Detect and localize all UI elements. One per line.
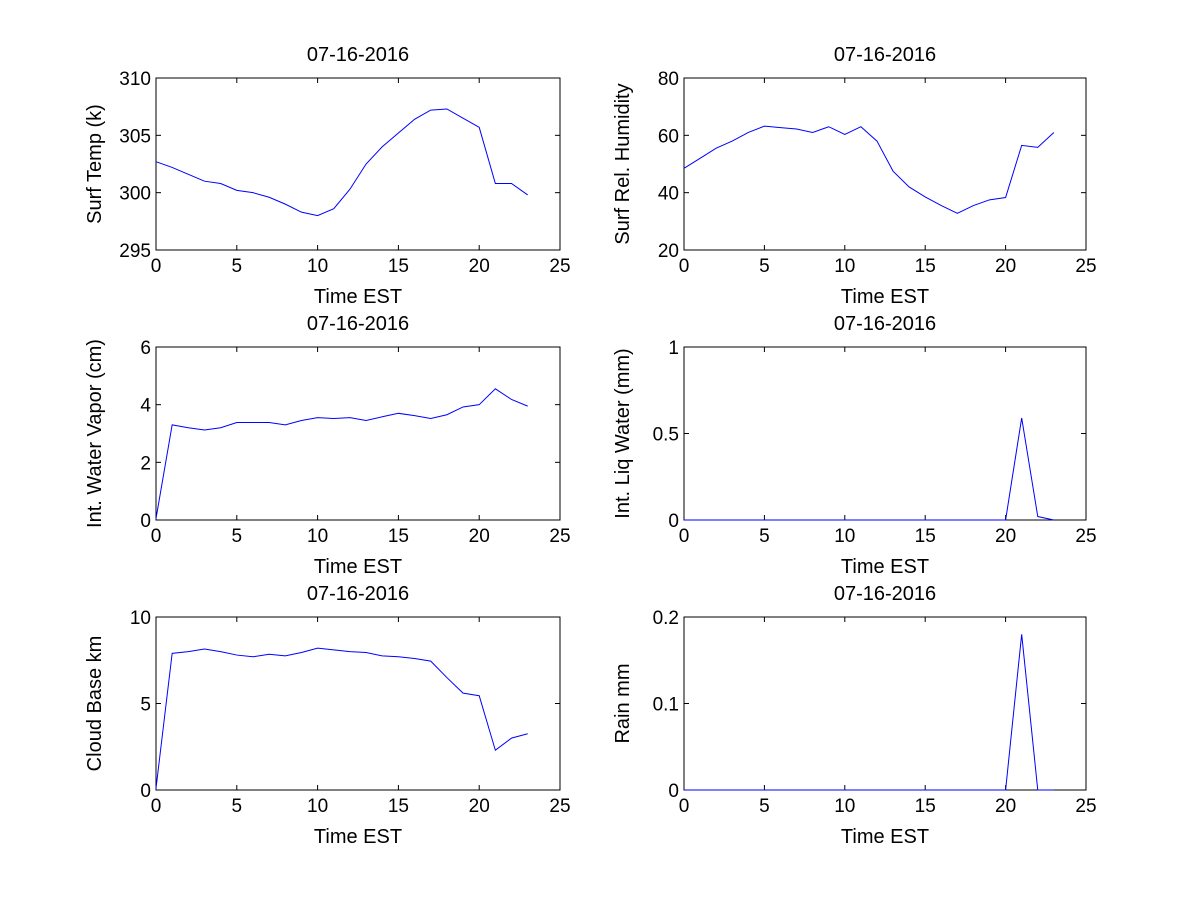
- x-tick-label: 20: [469, 526, 490, 547]
- series-line: [684, 634, 1054, 791]
- y-tick-label: 20: [658, 241, 679, 262]
- y-tick-label: 4: [140, 396, 151, 417]
- chart-title: 07-16-2016: [834, 313, 936, 335]
- x-tick-label: 25: [1075, 256, 1096, 277]
- x-tick-label: 20: [469, 256, 490, 277]
- chart-panel-6: 0 5 10 15 20 25 0 0.1 0.2 07-16-2016 Time EST Rain …: [612, 583, 1097, 848]
- chart-title: 07-16-2016: [307, 313, 409, 335]
- y-tick-label: 0: [668, 511, 679, 532]
- x-axis-label: Time EST: [314, 826, 402, 848]
- y-tick-label: 0: [140, 781, 151, 802]
- chart-title: 07-16-2016: [834, 44, 936, 66]
- x-axis-label: Time EST: [841, 286, 929, 308]
- x-tick-label: 15: [388, 256, 409, 277]
- chart-panel-2: 0 5 10 15 20 25 20 40 60 80 07-16-2016 Time EST Surf…: [612, 44, 1097, 308]
- y-tick-label: 295: [119, 241, 151, 262]
- y-axis-label: Surf Rel. Humidity: [612, 83, 634, 244]
- x-axis-label: Time EST: [314, 556, 402, 578]
- y-tick-label: 0.5: [653, 425, 679, 446]
- chart-panel-1: 0 5 10 15 20 25 295 300 305 310 07-16-2016 Time EST…: [84, 44, 571, 308]
- series-line: [684, 417, 1054, 521]
- x-tick-label: 5: [232, 526, 243, 547]
- y-tick-label: 305: [119, 126, 151, 147]
- x-tick-label: 10: [834, 256, 855, 277]
- y-tick-label: 40: [658, 184, 679, 205]
- x-tick-label: 0: [151, 526, 162, 547]
- y-tick-label: 1: [668, 338, 679, 359]
- plot-frame: [155, 77, 561, 251]
- x-tick-label: 20: [995, 796, 1016, 817]
- x-axis-label: Time EST: [314, 286, 402, 308]
- x-axis-label: Time EST: [841, 826, 929, 848]
- x-tick-label: 25: [549, 526, 570, 547]
- x-tick-label: 5: [232, 796, 243, 817]
- x-tick-label: 20: [995, 256, 1016, 277]
- y-axis-label: Int. Water Vapor (cm): [84, 339, 106, 528]
- x-tick-label: 0: [679, 796, 690, 817]
- plot-frame: [155, 346, 561, 521]
- plot-frame: [683, 616, 1087, 791]
- y-tick-label: 310: [119, 69, 151, 90]
- plot-frame: [155, 616, 561, 791]
- x-tick-label: 15: [388, 526, 409, 547]
- y-tick-label: 6: [140, 338, 151, 359]
- x-tick-label: 15: [915, 256, 936, 277]
- x-tick-label: 15: [915, 526, 936, 547]
- x-tick-label: 0: [679, 256, 690, 277]
- y-axis-label: Cloud Base km: [84, 636, 106, 772]
- x-tick-label: 10: [834, 796, 855, 817]
- y-tick-label: 60: [658, 126, 679, 147]
- x-tick-label: 10: [834, 526, 855, 547]
- chart-panel-4: 0 5 10 15 20 25 0 0.5 1 07-16-2016 Time EST Int. Li…: [612, 313, 1097, 578]
- series-line: [155, 108, 528, 217]
- x-tick-label: 0: [151, 256, 162, 277]
- x-tick-label: 0: [151, 796, 162, 817]
- plot-frame: [683, 77, 1087, 251]
- x-tick-label: 0: [679, 526, 690, 547]
- chart-title: 07-16-2016: [834, 583, 936, 605]
- x-tick-label: 20: [995, 526, 1016, 547]
- chart-panel-3: 0 5 10 15 20 25 0 2 4 6 07-16-2016 Time EST Int. Wat…: [84, 313, 571, 578]
- x-tick-label: 5: [759, 526, 770, 547]
- x-tick-label: 25: [1075, 796, 1096, 817]
- chart-title: 07-16-2016: [307, 583, 409, 605]
- y-tick-label: 80: [658, 69, 679, 90]
- x-tick-label: 20: [469, 796, 490, 817]
- x-tick-label: 5: [232, 256, 243, 277]
- y-axis-label: Surf Temp (k): [84, 104, 106, 224]
- y-tick-label: 300: [119, 184, 151, 205]
- y-tick-label: 0: [668, 781, 679, 802]
- x-axis-label: Time EST: [841, 556, 929, 578]
- series-line: [155, 388, 528, 519]
- y-tick-label: 0: [140, 511, 151, 532]
- y-tick-label: 2: [140, 453, 151, 474]
- y-tick-label: 5: [140, 695, 151, 716]
- y-tick-label: 0.2: [653, 608, 679, 629]
- x-tick-label: 25: [549, 256, 570, 277]
- chart-panel-5: 0 5 10 15 20 25 0 5 10 07-16-2016 Time EST Cloud Ba…: [84, 583, 571, 848]
- y-axis-label: Int. Liq Water (mm): [612, 348, 634, 518]
- y-tick-label: 10: [130, 608, 151, 629]
- x-tick-label: 5: [759, 256, 770, 277]
- plot-frame: [683, 346, 1087, 521]
- x-tick-label: 10: [307, 526, 328, 547]
- series-line: [683, 125, 1055, 214]
- y-axis-label: Rain mm: [612, 663, 634, 743]
- x-tick-label: 15: [388, 796, 409, 817]
- x-tick-label: 25: [1075, 526, 1096, 547]
- series-line: [155, 647, 528, 789]
- x-tick-label: 10: [307, 256, 328, 277]
- x-tick-label: 10: [307, 796, 328, 817]
- x-tick-label: 25: [549, 796, 570, 817]
- y-tick-label: 0.1: [653, 695, 679, 716]
- chart-title: 07-16-2016: [307, 44, 409, 66]
- x-tick-label: 5: [759, 796, 770, 817]
- x-tick-label: 15: [915, 796, 936, 817]
